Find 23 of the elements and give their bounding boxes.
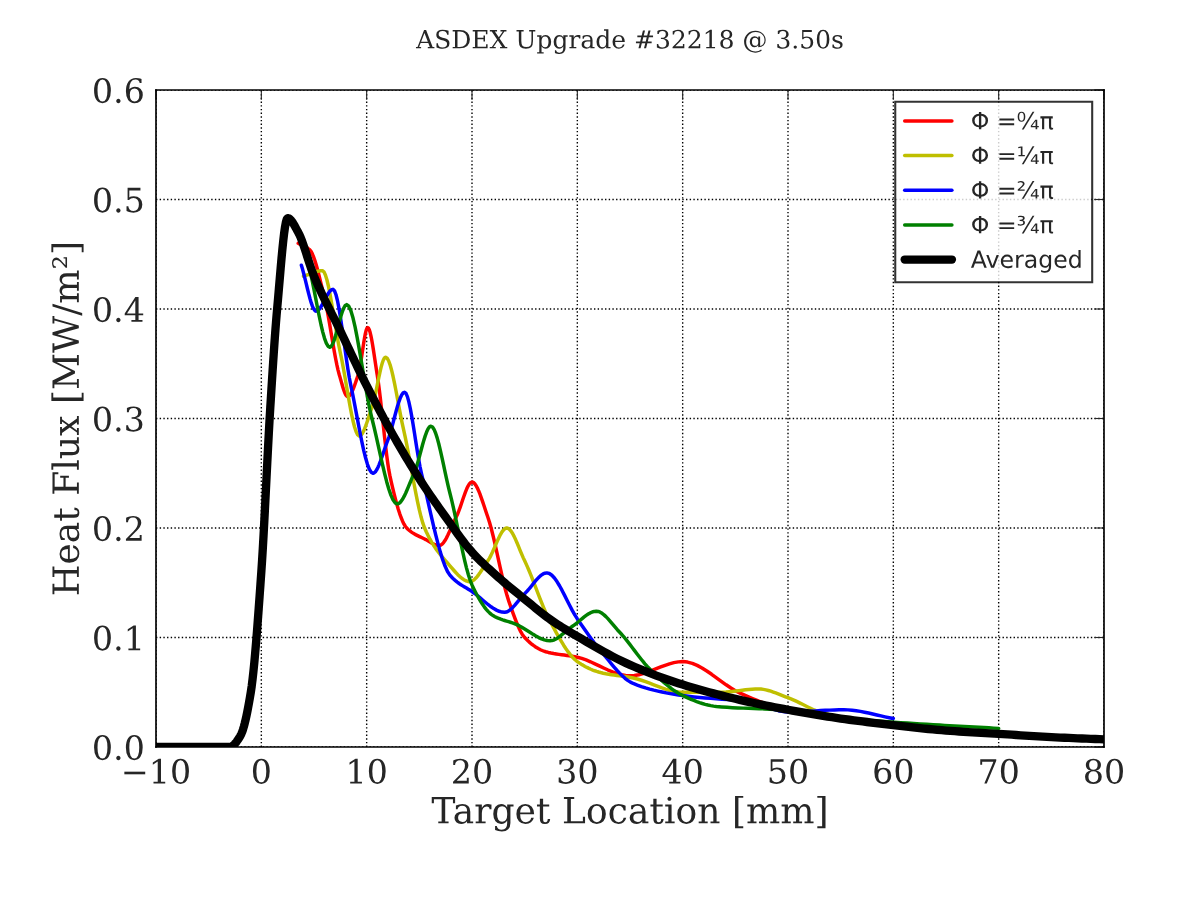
x-tick-label: 60 bbox=[874, 758, 913, 784]
x-tick-label: 80 bbox=[1085, 758, 1123, 784]
x-axis-title: Target Location [mm] bbox=[431, 795, 826, 832]
y-tick-label: 0.5 bbox=[94, 187, 143, 213]
x-tick-label: 50 bbox=[769, 758, 807, 784]
y-tick-label: 0.2 bbox=[94, 515, 142, 542]
y-tick-label: 0.4 bbox=[94, 296, 144, 323]
x-tick-label: 20 bbox=[453, 758, 491, 784]
x-tick-label: 40 bbox=[662, 758, 702, 784]
legend-label: Averaged bbox=[970, 249, 1081, 273]
legend-label: Φ =²⁄₄π bbox=[972, 180, 1054, 199]
legend-label: Φ =⁰⁄₄π bbox=[972, 111, 1054, 130]
chart-title: ASDEX Upgrade #32218 @ 3.50s bbox=[415, 29, 843, 54]
y-axis-title: Heat Flux [MW/m²] bbox=[51, 243, 84, 595]
y-tick-label: 0.1 bbox=[94, 625, 141, 651]
x-tick-label: 0 bbox=[252, 758, 270, 784]
y-tick-label: 0.6 bbox=[94, 77, 143, 104]
legend-label: Φ =¹⁄₄π bbox=[972, 146, 1054, 165]
x-tick-label: 30 bbox=[558, 758, 597, 784]
legend-label: Φ =³⁄₄π bbox=[972, 215, 1054, 234]
x-tick-label: 70 bbox=[980, 758, 1018, 784]
y-tick-label: 0.3 bbox=[94, 406, 143, 432]
x-tick-label: 10 bbox=[349, 758, 386, 784]
